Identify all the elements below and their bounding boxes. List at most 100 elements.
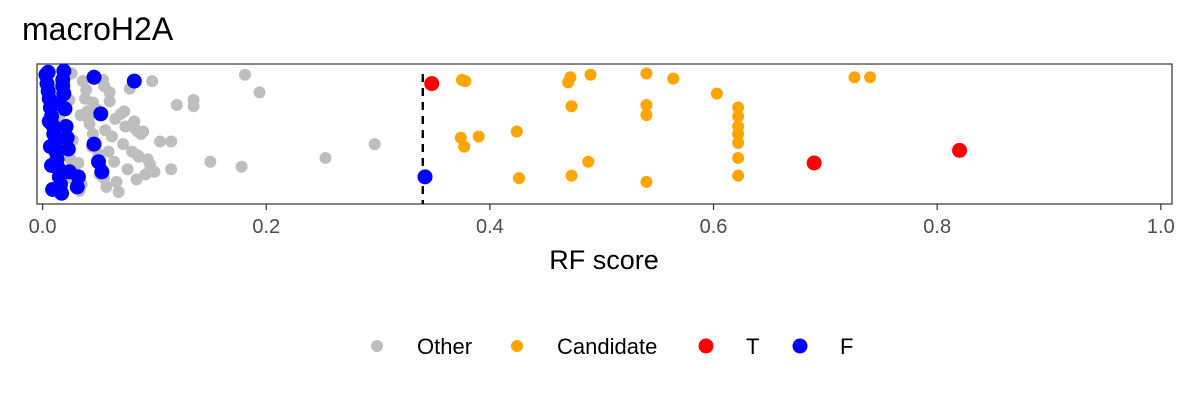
- data-point: [148, 165, 161, 178]
- data-point: [472, 130, 485, 143]
- series-t: [424, 76, 968, 171]
- data-point: [565, 169, 578, 182]
- data-point: [368, 138, 381, 151]
- data-point: [732, 128, 745, 140]
- data-point: [165, 135, 178, 148]
- data-point: [72, 156, 85, 169]
- data-point: [93, 106, 109, 122]
- legend-swatch-f: [792, 338, 808, 354]
- x-tick-label: 0.4: [476, 216, 504, 238]
- series-f: [38, 63, 433, 201]
- data-point: [710, 87, 723, 100]
- data-point: [235, 160, 248, 173]
- data-point: [640, 99, 653, 112]
- data-point: [864, 71, 877, 84]
- x-tick-label: 1.0: [1147, 216, 1175, 238]
- data-point: [417, 169, 433, 185]
- data-point: [112, 185, 125, 198]
- chart-title: macroH2A: [22, 11, 174, 47]
- data-point: [74, 109, 87, 122]
- data-point: [108, 155, 121, 168]
- legend-swatch-t: [698, 338, 714, 354]
- data-point: [86, 136, 102, 152]
- x-tick-label: 0.0: [29, 216, 57, 238]
- data-point: [80, 83, 93, 96]
- data-point: [732, 101, 745, 114]
- data-point: [952, 142, 968, 158]
- data-point: [806, 155, 822, 171]
- data-point: [165, 163, 178, 176]
- legend-label-other: Other: [417, 334, 472, 359]
- x-axis: 0.0 0.2 0.4 0.6 0.8 1.0: [29, 204, 1175, 238]
- data-point: [848, 71, 861, 84]
- data-point: [131, 149, 144, 162]
- legend-label-f: F: [840, 334, 853, 359]
- data-point: [60, 141, 76, 157]
- data-point: [119, 120, 132, 133]
- data-point: [94, 164, 110, 180]
- data-points: [38, 63, 968, 201]
- data-point: [565, 100, 578, 113]
- data-point: [512, 172, 525, 185]
- data-point: [86, 96, 99, 109]
- data-point: [732, 136, 745, 149]
- data-point: [640, 109, 653, 122]
- data-point: [146, 75, 159, 88]
- data-point: [121, 163, 134, 176]
- legend: Other Candidate T F: [371, 334, 853, 359]
- data-point: [42, 139, 58, 155]
- x-tick-label: 0.2: [252, 216, 280, 238]
- legend-swatch-other: [371, 340, 383, 352]
- x-tick-label: 0.6: [700, 216, 728, 238]
- data-point: [459, 75, 472, 88]
- data-point: [170, 99, 183, 112]
- data-point: [510, 125, 523, 138]
- data-point: [98, 80, 111, 93]
- data-point: [40, 64, 56, 80]
- data-point: [55, 78, 71, 94]
- data-point: [105, 130, 118, 143]
- data-point: [109, 112, 122, 125]
- series-candidate: [454, 67, 877, 188]
- data-point: [319, 151, 332, 164]
- data-point: [102, 145, 115, 158]
- data-point: [44, 158, 60, 173]
- data-point: [118, 105, 131, 118]
- data-point: [117, 138, 130, 151]
- legend-label-candidate: Candidate: [557, 334, 657, 359]
- data-point: [458, 140, 471, 153]
- x-tick-label: 0.8: [923, 216, 951, 238]
- data-point: [56, 63, 72, 79]
- legend-swatch-candidate: [511, 340, 523, 352]
- data-point: [128, 121, 141, 134]
- data-point: [59, 130, 75, 146]
- legend-label-t: T: [746, 334, 759, 359]
- data-point: [110, 175, 123, 188]
- data-point: [130, 173, 143, 186]
- data-point: [667, 72, 680, 85]
- data-point: [69, 179, 85, 195]
- data-point: [103, 95, 116, 108]
- data-point: [86, 69, 102, 85]
- data-point: [582, 155, 595, 168]
- data-point: [204, 155, 217, 168]
- data-point: [640, 67, 653, 80]
- data-point: [58, 118, 74, 134]
- data-point: [253, 86, 266, 99]
- data-point: [732, 169, 745, 182]
- data-point: [45, 181, 61, 197]
- data-point: [187, 100, 200, 113]
- data-point: [100, 180, 113, 193]
- data-point: [51, 96, 67, 112]
- data-point: [238, 68, 251, 81]
- data-point: [564, 71, 577, 84]
- data-point: [126, 73, 142, 89]
- plot-panel: [36, 63, 1173, 205]
- data-point: [154, 135, 167, 148]
- data-point: [732, 110, 745, 123]
- data-point: [41, 113, 57, 129]
- data-point: [640, 175, 653, 188]
- x-axis-label: RF score: [549, 245, 659, 275]
- data-point: [584, 68, 597, 81]
